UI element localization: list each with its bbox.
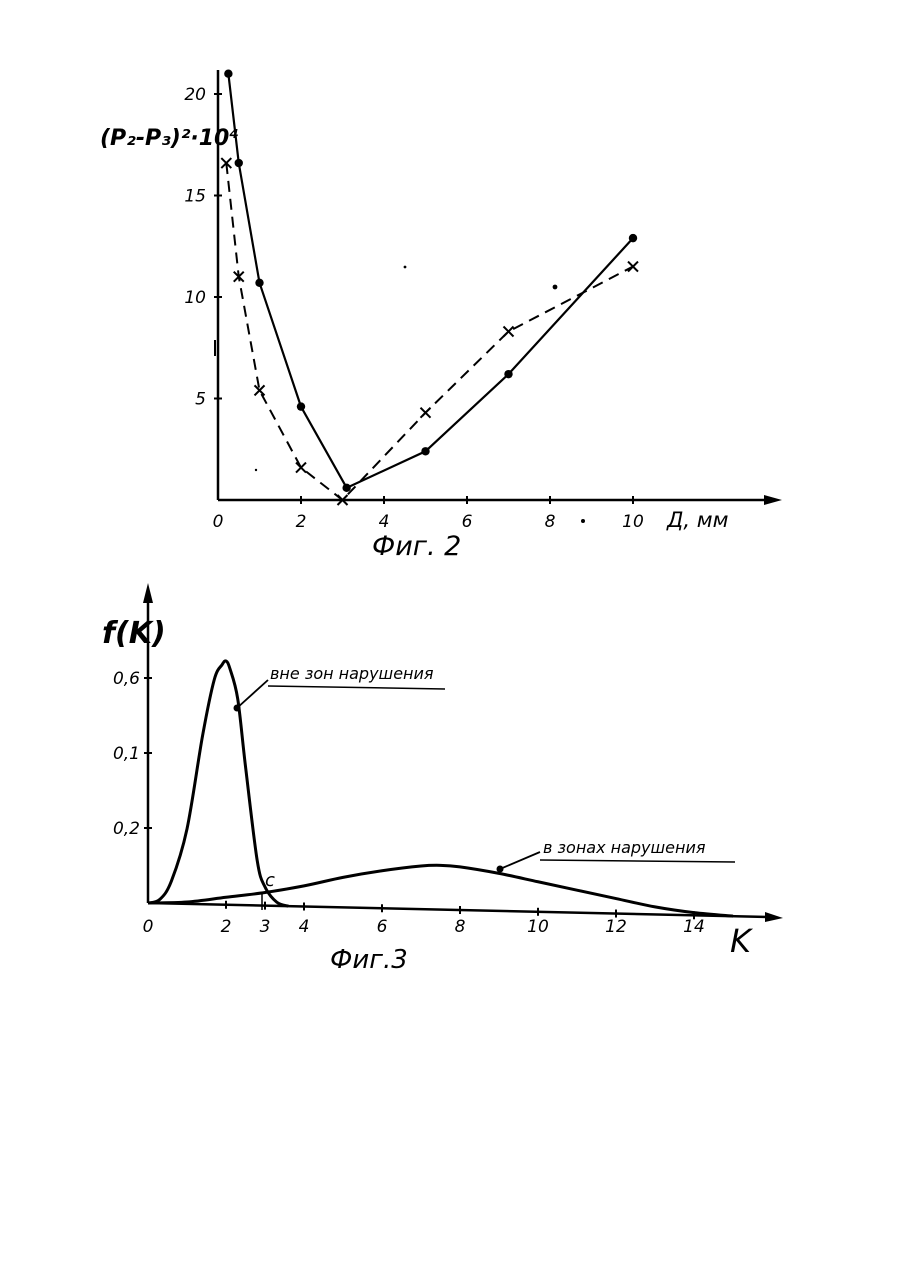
annotation-underline-inside [540, 860, 735, 862]
annotation-leader-inside [500, 852, 540, 869]
fig2-x-axis-arrow [764, 495, 782, 505]
fig2-y-tick-label: 15 [184, 187, 206, 207]
fig2-x-tick-label: 2 [296, 512, 307, 532]
fig2-series-dashed-line [226, 163, 633, 500]
fig2-y-tick-label: 20 [184, 85, 206, 105]
fig3-y-tick-label: 0,1 [113, 744, 140, 764]
scan-speck [553, 285, 558, 290]
fig2-y-tick-label: 5 [195, 390, 206, 410]
fig3-x-tick-label: 6 [377, 917, 388, 937]
annotation-outside-zones: вне зон нарушения [270, 664, 434, 683]
fig2-point-dot [629, 234, 637, 242]
fig3-caption: Фиг.3 [330, 945, 408, 975]
annotation-underline-outside [268, 686, 445, 689]
fig3-x-tick-label: 3 [260, 917, 271, 937]
fig2-point-dot [504, 370, 512, 378]
scan-speck [581, 519, 585, 523]
fig2-x-tick-label: 0 [213, 512, 224, 532]
figure-2: 5 10 15 20 0 2 4 6 8 10 (P₂-P₃)²·10⁴ Д, мм Фиг. … [100, 70, 782, 563]
fig3-x-axis-arrow [765, 912, 783, 922]
fig2-series-solid-line [228, 74, 633, 488]
fig2-caption: Фиг. 2 [372, 531, 461, 562]
fig2-point-cross [628, 262, 638, 272]
fig2-x-tick-label: 6 [462, 512, 473, 532]
fig2-point-dot [224, 70, 232, 78]
fig2-y-axis-label: (P₂-P₃)²·10⁴ [100, 126, 239, 151]
fig3-x-ticks: 0 2 3 4 6 8 10 12 14 [143, 901, 705, 937]
fig3-x-tick-label: 0 [143, 917, 154, 937]
fig2-x-axis-label: Д, мм [666, 508, 729, 532]
fig3-series-group [148, 661, 733, 916]
fig3-y-tick-label: 0,6 [113, 669, 140, 689]
fig3-y-ticks: 0,2 0,1 0,6 [113, 669, 152, 839]
fig2-x-tick-label: 8 [545, 512, 556, 532]
fig2-point-dot [255, 279, 263, 287]
fig3-x-tick-label: 4 [299, 917, 310, 937]
figure-3: 0,2 0,1 0,6 0 2 3 4 6 8 10 12 14 f(K) K Фиг.3 вне … [102, 583, 783, 975]
scan-speck [255, 469, 257, 471]
scan-speck [404, 266, 407, 269]
fig2-point-dot [297, 402, 305, 410]
fig2-point-cross [296, 463, 306, 473]
fig2-point-cross [421, 408, 431, 418]
fig3-y-axis-label: f(K) [102, 616, 166, 651]
fig3-x-axis-label: K [730, 922, 754, 960]
fig3-y-axis-arrow [143, 583, 153, 603]
annotation-point-inside [497, 866, 504, 873]
fig3-y-tick-label: 0,2 [113, 819, 140, 839]
fig3-x-tick-label: 2 [221, 917, 232, 937]
annotation-point-outside [234, 705, 241, 712]
fig2-point-dot [421, 447, 429, 455]
intersection-label-c: с [265, 870, 275, 891]
fig3-x-tick-label: 14 [683, 917, 705, 937]
fig2-x-ticks: 0 2 4 6 8 10 [213, 496, 644, 532]
fig2-x-tick-label: 4 [379, 512, 390, 532]
fig2-point-cross [504, 327, 514, 337]
annotation-in-zones: в зонах нарушения [543, 838, 706, 857]
fig3-x-tick-label: 10 [527, 917, 549, 937]
fig3-x-tick-label: 12 [605, 917, 627, 937]
fig2-point-dot [235, 159, 243, 167]
fig2-series-group [221, 70, 638, 506]
fig3-x-tick-label: 8 [455, 917, 466, 937]
annotation-leader-outside [237, 680, 268, 708]
fig2-point-dot [342, 484, 350, 492]
fig2-y-tick-label: 10 [184, 288, 206, 308]
fig2-x-tick-label: 10 [622, 512, 644, 532]
